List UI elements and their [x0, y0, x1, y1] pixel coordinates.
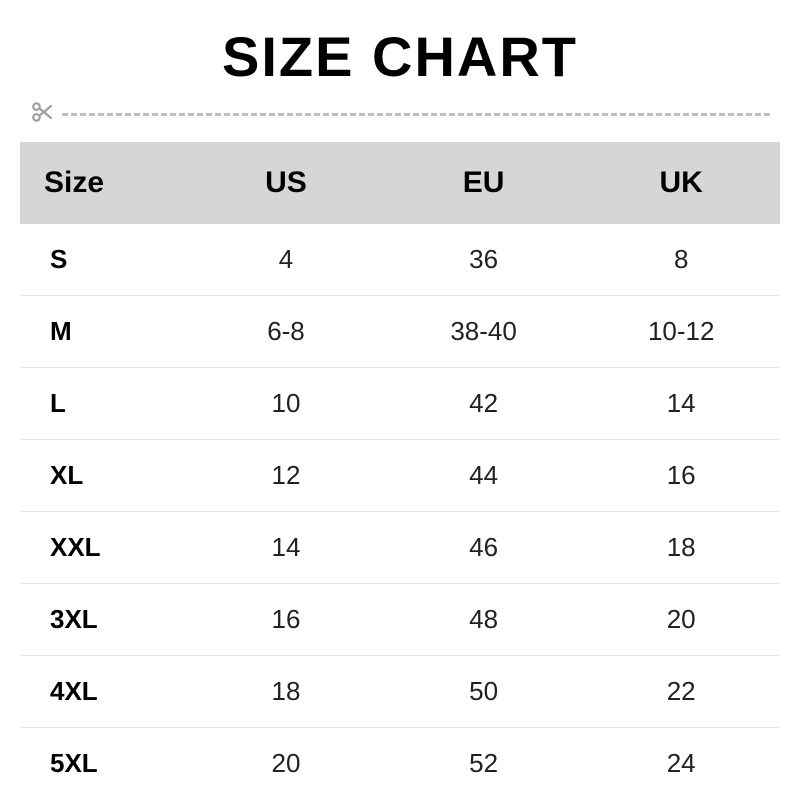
- table-row: XL 12 44 16: [20, 440, 780, 512]
- cell-size: M: [20, 296, 187, 368]
- cell-us: 10: [187, 368, 385, 440]
- cell-eu: 52: [385, 728, 583, 800]
- cell-us: 6-8: [187, 296, 385, 368]
- cell-us: 20: [187, 728, 385, 800]
- cell-us: 16: [187, 584, 385, 656]
- size-table: Size US EU UK S 4 36 8 M 6-8 38-40 10-12…: [20, 142, 780, 799]
- cell-size: L: [20, 368, 187, 440]
- cell-eu: 46: [385, 512, 583, 584]
- cell-size: 5XL: [20, 728, 187, 800]
- cell-size: 3XL: [20, 584, 187, 656]
- table-row: M 6-8 38-40 10-12: [20, 296, 780, 368]
- cell-us: 12: [187, 440, 385, 512]
- table-row: 5XL 20 52 24: [20, 728, 780, 800]
- cell-us: 4: [187, 224, 385, 296]
- cell-us: 18: [187, 656, 385, 728]
- cell-eu: 38-40: [385, 296, 583, 368]
- table-row: XXL 14 46 18: [20, 512, 780, 584]
- cell-eu: 48: [385, 584, 583, 656]
- cell-uk: 22: [582, 656, 780, 728]
- table-row: S 4 36 8: [20, 224, 780, 296]
- col-header-uk: UK: [582, 142, 780, 224]
- table-row: L 10 42 14: [20, 368, 780, 440]
- size-chart-container: SIZE CHART Size US EU UK S 4 36: [0, 0, 800, 799]
- cell-uk: 14: [582, 368, 780, 440]
- cell-size: S: [20, 224, 187, 296]
- page-title: SIZE CHART: [0, 0, 800, 99]
- cell-uk: 24: [582, 728, 780, 800]
- table-row: 3XL 16 48 20: [20, 584, 780, 656]
- cell-uk: 20: [582, 584, 780, 656]
- cut-line: [0, 99, 800, 142]
- cell-size: XL: [20, 440, 187, 512]
- scissors-icon: [30, 99, 56, 130]
- cell-uk: 10-12: [582, 296, 780, 368]
- dashed-divider: [62, 113, 770, 116]
- cell-eu: 36: [385, 224, 583, 296]
- table-body: S 4 36 8 M 6-8 38-40 10-12 L 10 42 14 XL…: [20, 224, 780, 799]
- col-header-eu: EU: [385, 142, 583, 224]
- cell-size: XXL: [20, 512, 187, 584]
- cell-eu: 44: [385, 440, 583, 512]
- col-header-size: Size: [20, 142, 187, 224]
- cell-uk: 8: [582, 224, 780, 296]
- table-header-row: Size US EU UK: [20, 142, 780, 224]
- cell-uk: 18: [582, 512, 780, 584]
- cell-eu: 42: [385, 368, 583, 440]
- cell-uk: 16: [582, 440, 780, 512]
- cell-size: 4XL: [20, 656, 187, 728]
- cell-us: 14: [187, 512, 385, 584]
- col-header-us: US: [187, 142, 385, 224]
- cell-eu: 50: [385, 656, 583, 728]
- table-row: 4XL 18 50 22: [20, 656, 780, 728]
